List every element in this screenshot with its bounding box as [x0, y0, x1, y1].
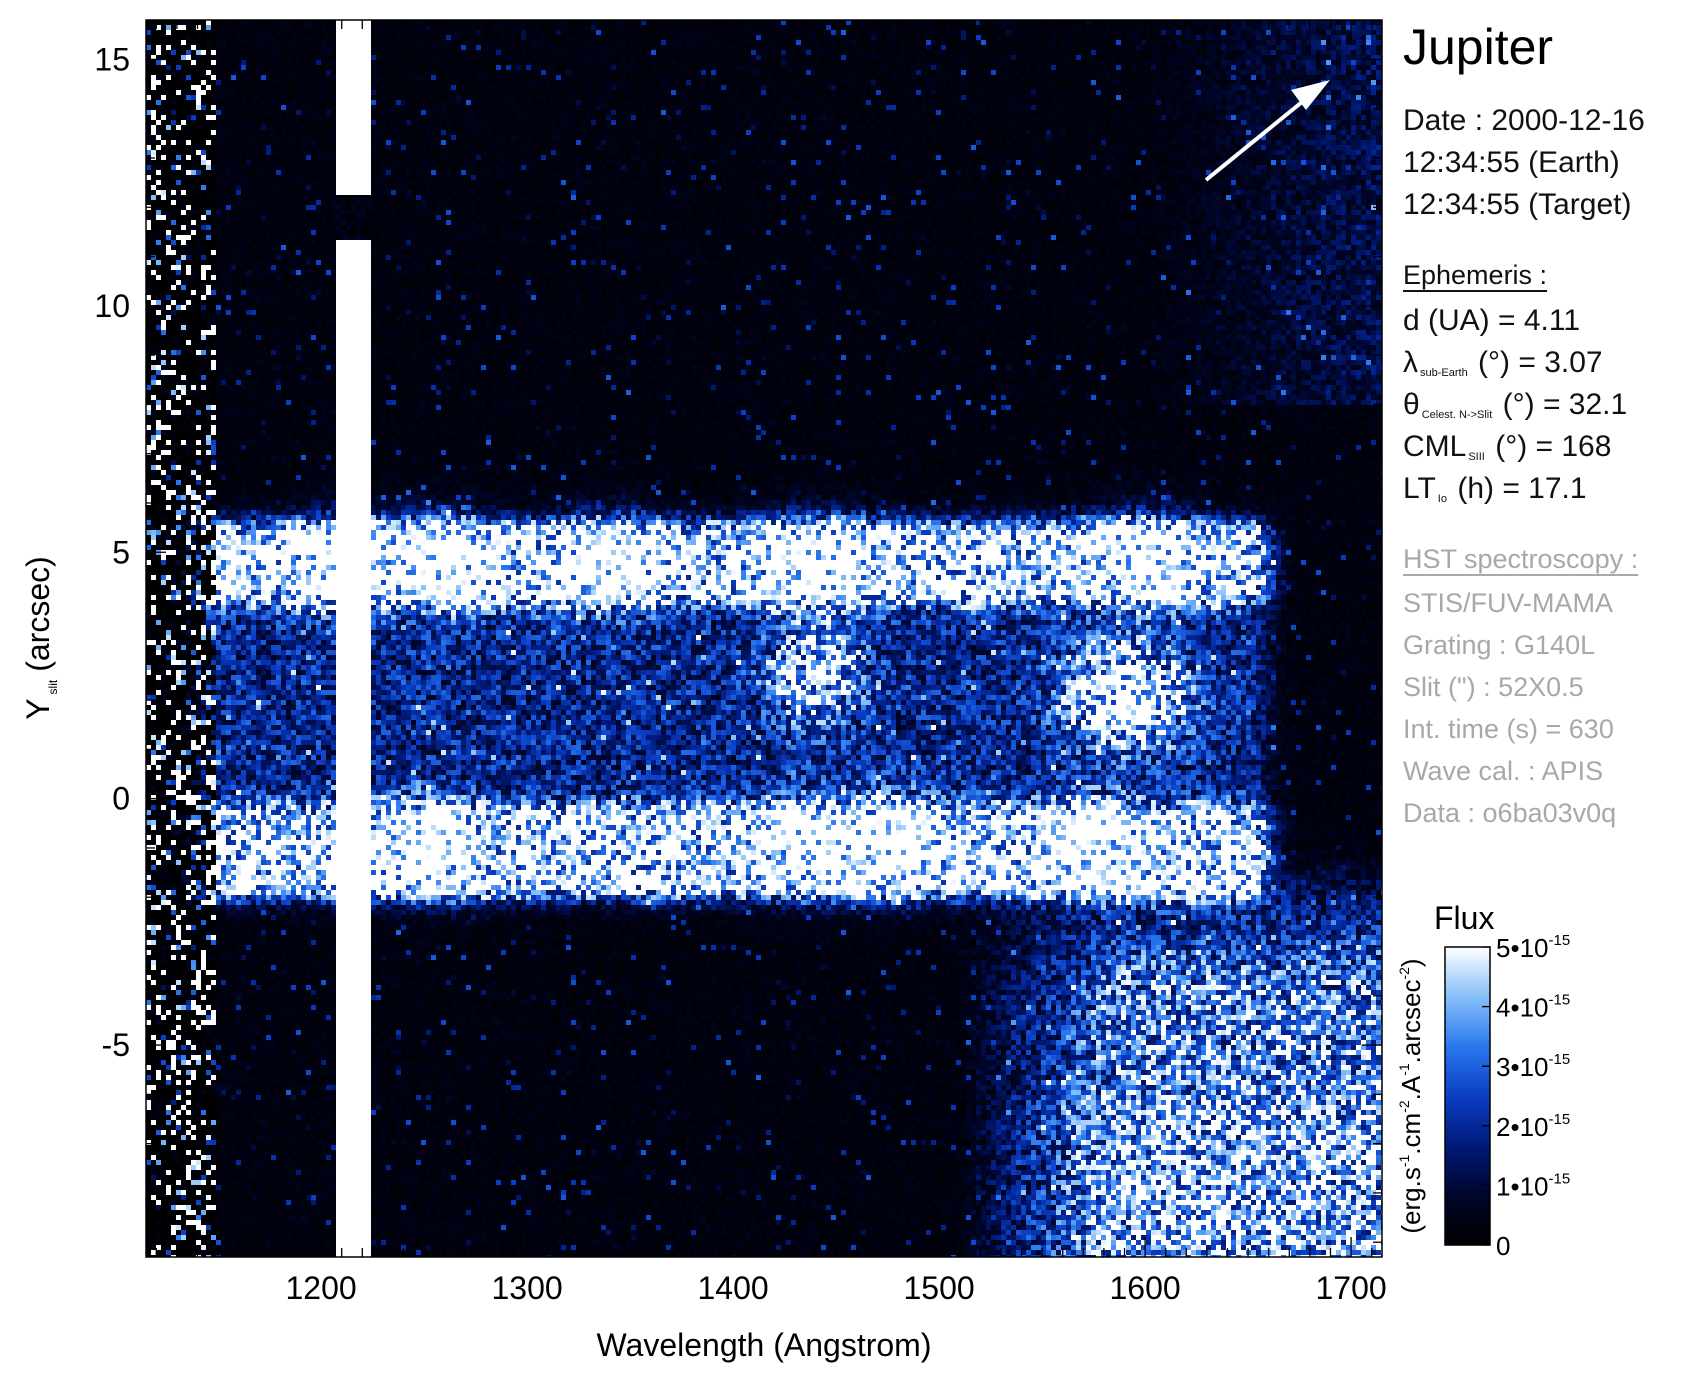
plot-frame	[145, 19, 1383, 1258]
direction-arrow-icon	[1204, 80, 1330, 182]
ephem-cml: CML SIII (°) = 168	[1403, 430, 1612, 463]
hst-dataset: Data : o6ba03v0q	[1403, 798, 1617, 828]
y-tick-label: 5	[112, 534, 130, 570]
colorbar-tick-label: 1•10-15	[1496, 1170, 1570, 1201]
svg-text:(erg.s-1.cm-2.A-1.arcsec-2): (erg.s-1.cm-2.A-1.arcsec-2)	[1396, 958, 1426, 1233]
y-tick-label: 0	[112, 781, 130, 817]
y-tick-label: 15	[94, 41, 130, 77]
colorbar	[1444, 946, 1491, 1246]
y-axis-label-sub: slit	[46, 679, 60, 694]
colorbar-tick-label: 0	[1496, 1231, 1510, 1261]
x-tick-label: 1200	[286, 1270, 357, 1306]
colorbar-tick-label: 3•10-15	[1496, 1051, 1570, 1082]
hst-slit: Slit (") : 52X0.5	[1403, 672, 1584, 702]
colorbar-tick-label: 4•10-15	[1496, 992, 1570, 1023]
x-tick-label: 1500	[904, 1270, 975, 1306]
y-axis-label-unit: (arcsec)	[20, 556, 56, 672]
obs-date: Date : 2000-12-16	[1403, 104, 1645, 137]
obs-time-target: 12:34:55 (Target)	[1403, 188, 1632, 221]
svg-text:Yslit(arcsec): Yslit (arcsec)	[20, 556, 60, 720]
obs-time-earth: 12:34:55 (Earth)	[1403, 146, 1620, 179]
x-tick-label: 1400	[698, 1270, 769, 1306]
x-tick-label: 1700	[1316, 1270, 1387, 1306]
ephem-slit-angle: θ Celest. N->Slit (°) = 32.1	[1403, 388, 1628, 421]
colorbar-tick-label: 2•10-15	[1496, 1111, 1570, 1142]
ephem-io-local-time: LT Io (h) = 17.1	[1403, 472, 1587, 505]
ephemeris-header: Ephemeris :	[1403, 260, 1548, 290]
hst-grating: Grating : G140L	[1403, 630, 1596, 660]
y-tick-label: 10	[94, 288, 130, 324]
colorbar-ticks: 0 1•10-15 2•10-15 3•10-15 4•10-15 5•10-15	[1482, 932, 1570, 1261]
hst-instrument: STIS/FUV-MAMA	[1403, 588, 1614, 618]
colorbar-tick-label: 5•10-15	[1496, 932, 1570, 963]
y-axis-label: Yslit (arcsec)	[20, 556, 60, 720]
hst-header: HST spectroscopy :	[1403, 544, 1639, 574]
colorbar-title: Flux	[1434, 900, 1495, 936]
y-tick-label: -5	[102, 1027, 130, 1063]
hst-int-time: Int. time (s) = 630	[1403, 714, 1614, 744]
target-title: Jupiter	[1403, 19, 1554, 75]
y-axis-ticks: -5 0 5 10 15	[94, 41, 1382, 1243]
x-tick-label: 1300	[492, 1270, 563, 1306]
x-axis-label: Wavelength (Angstrom)	[597, 1327, 932, 1363]
x-tick-label: 1600	[1110, 1270, 1181, 1306]
y-axis-label-main: Y	[20, 698, 56, 719]
colorbar-units: (erg.s-1.cm-2.A-1.arcsec-2)	[1396, 958, 1426, 1233]
ephem-sub-earth-longitude: λ sub-Earth (°) = 3.07	[1403, 346, 1603, 379]
hst-wave-cal: Wave cal. : APIS	[1403, 756, 1604, 786]
x-axis-ticks: 1200 1300 1400 1500 1600 1700	[155, 20, 1387, 1306]
spectrum-image	[146, 20, 1382, 1257]
ephem-distance: d (UA) = 4.11	[1403, 304, 1581, 337]
